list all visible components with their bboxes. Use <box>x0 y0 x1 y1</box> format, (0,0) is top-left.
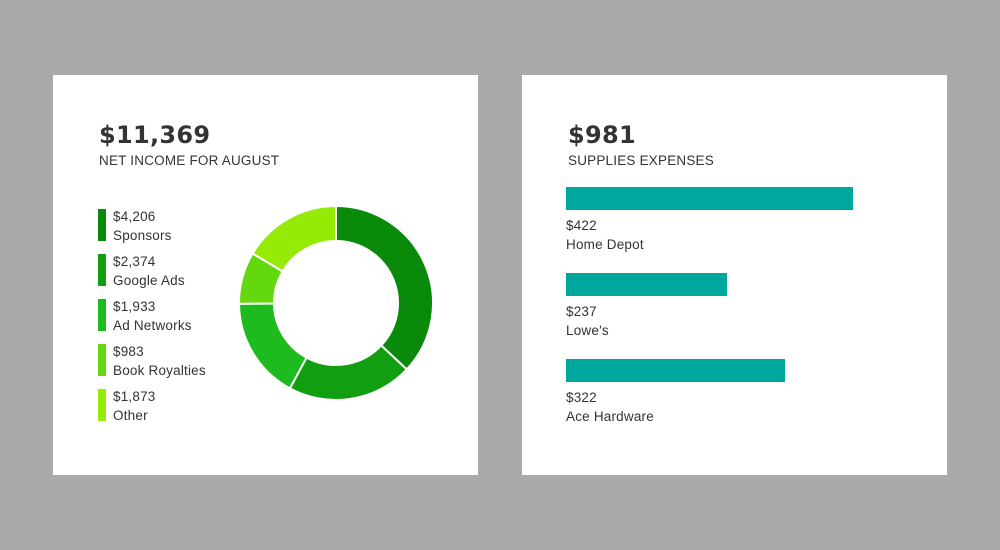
donut-slice-other <box>251 204 337 273</box>
legend-item: $4,206 Sponsors <box>98 209 258 254</box>
bar-home-depot <box>566 187 854 210</box>
legend-amount: $4,206 <box>113 209 156 224</box>
net-income-total: $11,369 <box>99 121 211 149</box>
legend-amount: $1,933 <box>113 299 156 314</box>
legend-swatch <box>98 344 106 376</box>
legend-label: Other <box>113 408 148 423</box>
bar-lowe-s <box>566 273 728 296</box>
legend-label: Sponsors <box>113 228 172 243</box>
legend-amount: $983 <box>113 344 144 359</box>
legend-swatch <box>98 389 106 421</box>
legend-item: $1,873 Other <box>98 389 258 434</box>
donut-slice-ad-networks <box>237 302 308 390</box>
legend-swatch <box>98 209 106 241</box>
supplies-subtitle: SUPPLIES EXPENSES <box>568 153 714 168</box>
donut-slice-google-ads <box>288 344 409 401</box>
legend-item: $2,374 Google Ads <box>98 254 258 299</box>
donut-slice-sponsors <box>335 204 434 371</box>
supplies-bar-chart: $422 Home Depot $237 Lowe's $322 Ace Hardware <box>566 187 906 445</box>
supplies-expenses-card: $981 SUPPLIES EXPENSES $422 Home Depot $23… <box>522 75 947 475</box>
legend-swatch <box>98 254 106 286</box>
bar-value-label: $237 <box>566 304 597 319</box>
legend-label: Google Ads <box>113 273 185 288</box>
legend-item: $1,933 Ad Networks <box>98 299 258 344</box>
bar-ace-hardware <box>566 359 786 382</box>
bar-value-label: $422 <box>566 218 597 233</box>
net-income-subtitle: NET INCOME FOR AUGUST <box>99 153 280 168</box>
bar-category-label: Home Depot <box>566 237 644 252</box>
bar-category-label: Ace Hardware <box>566 409 654 424</box>
legend-item: $983 Book Royalties <box>98 344 258 389</box>
bar-category-label: Lowe's <box>566 323 609 338</box>
legend-swatch <box>98 299 106 331</box>
supplies-total: $981 <box>568 121 636 149</box>
income-donut-chart <box>237 204 434 401</box>
net-income-card: $11,369 NET INCOME FOR AUGUST $4,206 Spon… <box>53 75 478 475</box>
legend-label: Book Royalties <box>113 363 206 378</box>
bar-item: $422 Home Depot <box>566 187 906 273</box>
income-legend: $4,206 Sponsors $2,374 Google Ads $1,933 Ad N… <box>98 209 258 434</box>
legend-amount: $1,873 <box>113 389 156 404</box>
bar-item: $322 Ace Hardware <box>566 359 906 445</box>
bar-item: $237 Lowe's <box>566 273 906 359</box>
legend-amount: $2,374 <box>113 254 156 269</box>
bar-value-label: $322 <box>566 390 597 405</box>
legend-label: Ad Networks <box>113 318 192 333</box>
